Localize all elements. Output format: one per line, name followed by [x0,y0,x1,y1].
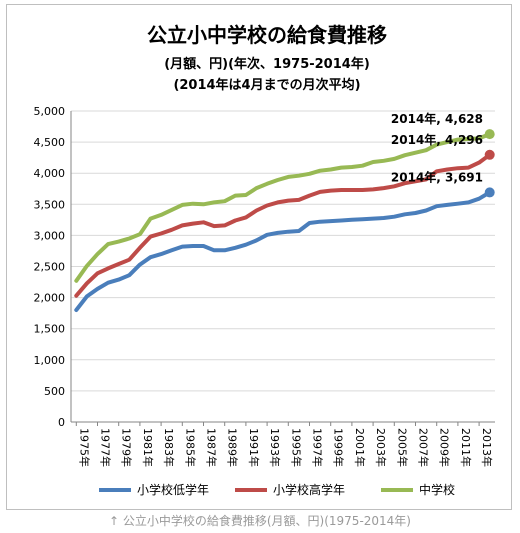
x-tick-label: 2007年 [417,428,431,467]
y-tick-label: 1,500 [34,323,66,336]
y-tick-label: 5,000 [34,105,66,118]
x-tick-label: 2011年 [459,428,473,467]
chart-subtitle-1: (月額、円)(年次、1975-2014年) [164,56,370,72]
x-tick-label: 1983年 [162,428,176,467]
y-tick-label: 4,000 [34,167,66,180]
y-tick-label: 4,500 [34,136,66,149]
annotations: 2014年, 4,628 2014年, 4,296 2014年, 3,691 [391,111,483,184]
x-tick-label: 1985年 [183,428,197,467]
line-chart: 公立小中学校の給食費推移 (月額、円)(年次、1975-2014年) (2014… [34,23,495,497]
data-label: 2014年, 4,296 [391,132,483,147]
series-line [74,190,492,312]
end-point-marker [484,187,495,198]
legend: 小学校低学年 小学校高学年 中学校 [99,482,455,497]
x-tick-label: 1997年 [311,428,325,467]
chart-title: 公立小中学校の給食費推移 [147,23,387,47]
x-tick-label: 1991年 [247,428,261,467]
end-point-marker [484,149,495,160]
grid-lines [71,110,495,392]
y-tick-label: 3,000 [34,229,66,242]
y-tick-label: 2,000 [34,292,66,305]
series-lines [74,129,495,312]
x-tick-label: 2005年 [395,428,409,467]
y-axis-ticks: 0 500 1,000 1,500 2,000 2,500 3,000 3,500 4,000 4… [34,105,66,429]
x-tick-label: 1993年 [268,428,282,467]
x-tick-label: 1987年 [205,428,219,467]
x-tick-label: 1977年 [99,428,113,467]
x-tick-label: 1995年 [289,428,303,467]
y-tick-label: 0 [58,416,65,429]
series-line [74,132,492,283]
chart-frame: 公立小中学校の給食費推移 (月額、円)(年次、1975-2014年) (2014… [6,4,512,510]
x-tick-label: 2013年 [480,428,494,467]
end-point-marker [484,129,495,140]
data-label: 2014年, 4,628 [391,111,483,126]
x-tick-label: 2009年 [438,428,452,467]
x-tick-label: 1975年 [77,428,91,467]
data-label: 2014年, 3,691 [391,169,483,184]
x-tick-label: 1989年 [226,428,240,467]
x-tick-label: 2003年 [374,428,388,467]
series-line [74,152,492,298]
axes [70,111,495,423]
legend-label: 小学校高学年 [273,482,345,497]
y-tick-label: 1,000 [34,354,66,367]
x-tick-label: 1999年 [332,428,346,467]
x-tick-label: 1979年 [120,428,134,467]
x-tick-label: 1981年 [141,428,155,467]
y-tick-label: 3,500 [34,198,66,211]
y-tick-label: 2,500 [34,261,66,274]
x-tick-label: 2001年 [353,428,367,467]
chart-subtitle-2: (2014年は4月までの月次平均) [173,77,360,93]
x-axis-ticks: 1975年 1977年 1979年 1981年 1983年 1985年 1987年 1989年… [75,422,494,467]
legend-label: 小学校低学年 [137,482,209,497]
caption: ↑ 公立小中学校の給食費推移(月額、円)(1975-2014年) [108,514,411,528]
legend-label: 中学校 [419,482,455,497]
y-tick-label: 500 [44,385,65,398]
